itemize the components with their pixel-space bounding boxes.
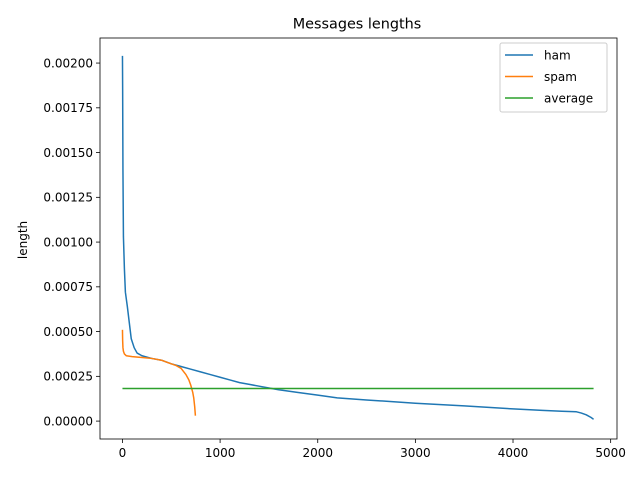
y-tick-label: 0.00100 [43, 235, 93, 249]
x-tick-label: 1000 [205, 446, 236, 460]
y-tick-label: 0.00150 [43, 146, 93, 160]
y-tick-label: 0.00200 [43, 56, 93, 70]
legend-box [499, 42, 608, 113]
y-tick-label: 0.00025 [43, 370, 93, 384]
x-tick-label: 0 [119, 446, 127, 460]
y-tick-label: 0.00175 [43, 101, 93, 115]
chart-title: Messages lengths [293, 17, 422, 33]
y-tick-label: 0.00000 [43, 414, 93, 428]
y-tick-label: 0.00125 [43, 191, 93, 205]
x-axis: 0 1000 2000 3000 4000 5000 [119, 439, 626, 460]
x-tick-label: 4000 [498, 446, 529, 460]
y-tick-label: 0.00075 [43, 280, 93, 294]
x-tick-label: 2000 [302, 446, 333, 460]
series-line-spam [121, 329, 197, 416]
y-tick-label: 0.00050 [43, 325, 93, 339]
plot-frame [99, 37, 618, 440]
series-layer [121, 55, 595, 420]
x-tick-label: 5000 [595, 446, 626, 460]
series-line-ham [121, 55, 595, 420]
y-axis: 0.00000 0.00025 0.00050 0.00075 0.00100 0.001… [43, 56, 100, 428]
y-axis-label: length [16, 221, 30, 259]
legend-label-average: average [544, 92, 593, 106]
legend: ham spam average [499, 42, 608, 113]
legend-label-spam: spam [544, 70, 577, 84]
x-tick-label: 3000 [400, 446, 431, 460]
legend-label-ham: ham [544, 49, 571, 63]
